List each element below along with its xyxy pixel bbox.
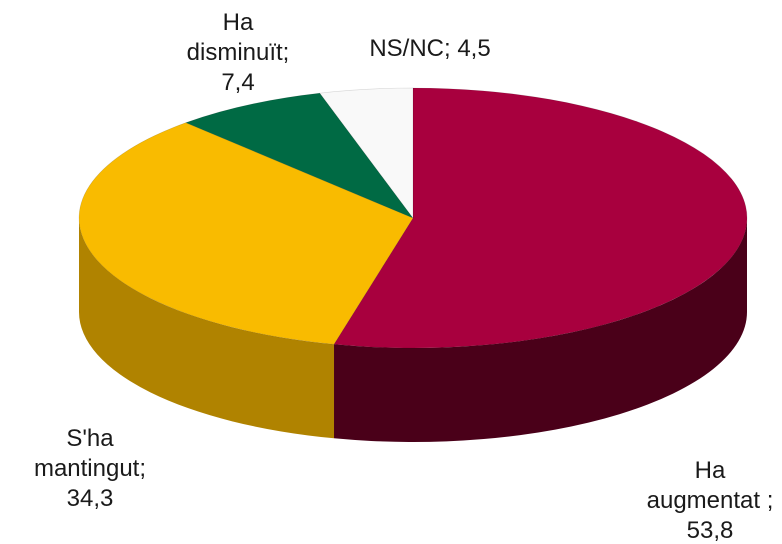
slice-label-ha-augmentat: Ha augmentat ; 53,8 (647, 457, 774, 544)
pie-slice-ha-disminuit (185, 92, 414, 219)
pie-side-ha-augmentat (334, 218, 747, 442)
pie-slice-s-ha-mantingut (78, 122, 414, 345)
pie-top (78, 87, 748, 349)
pie-side-s-ha-mantingut (79, 218, 335, 439)
slice-label-s-ha-mantingut: S'ha mantingut; 34,3 (34, 425, 146, 512)
pie-slice-ns-nc (319, 87, 414, 219)
pie-depth (79, 218, 747, 442)
slice-labels: Ha augmentat ; 53,8 S'ha mantingut; 34,3 Ha dis… (34, 9, 773, 544)
slice-label-ha-disminuit: Ha disminuït; 7,4 (187, 9, 290, 96)
pie-slice-ha-augmentat (333, 87, 748, 349)
slice-label-ns-nc: NS/NC; 4,5 (369, 35, 490, 62)
